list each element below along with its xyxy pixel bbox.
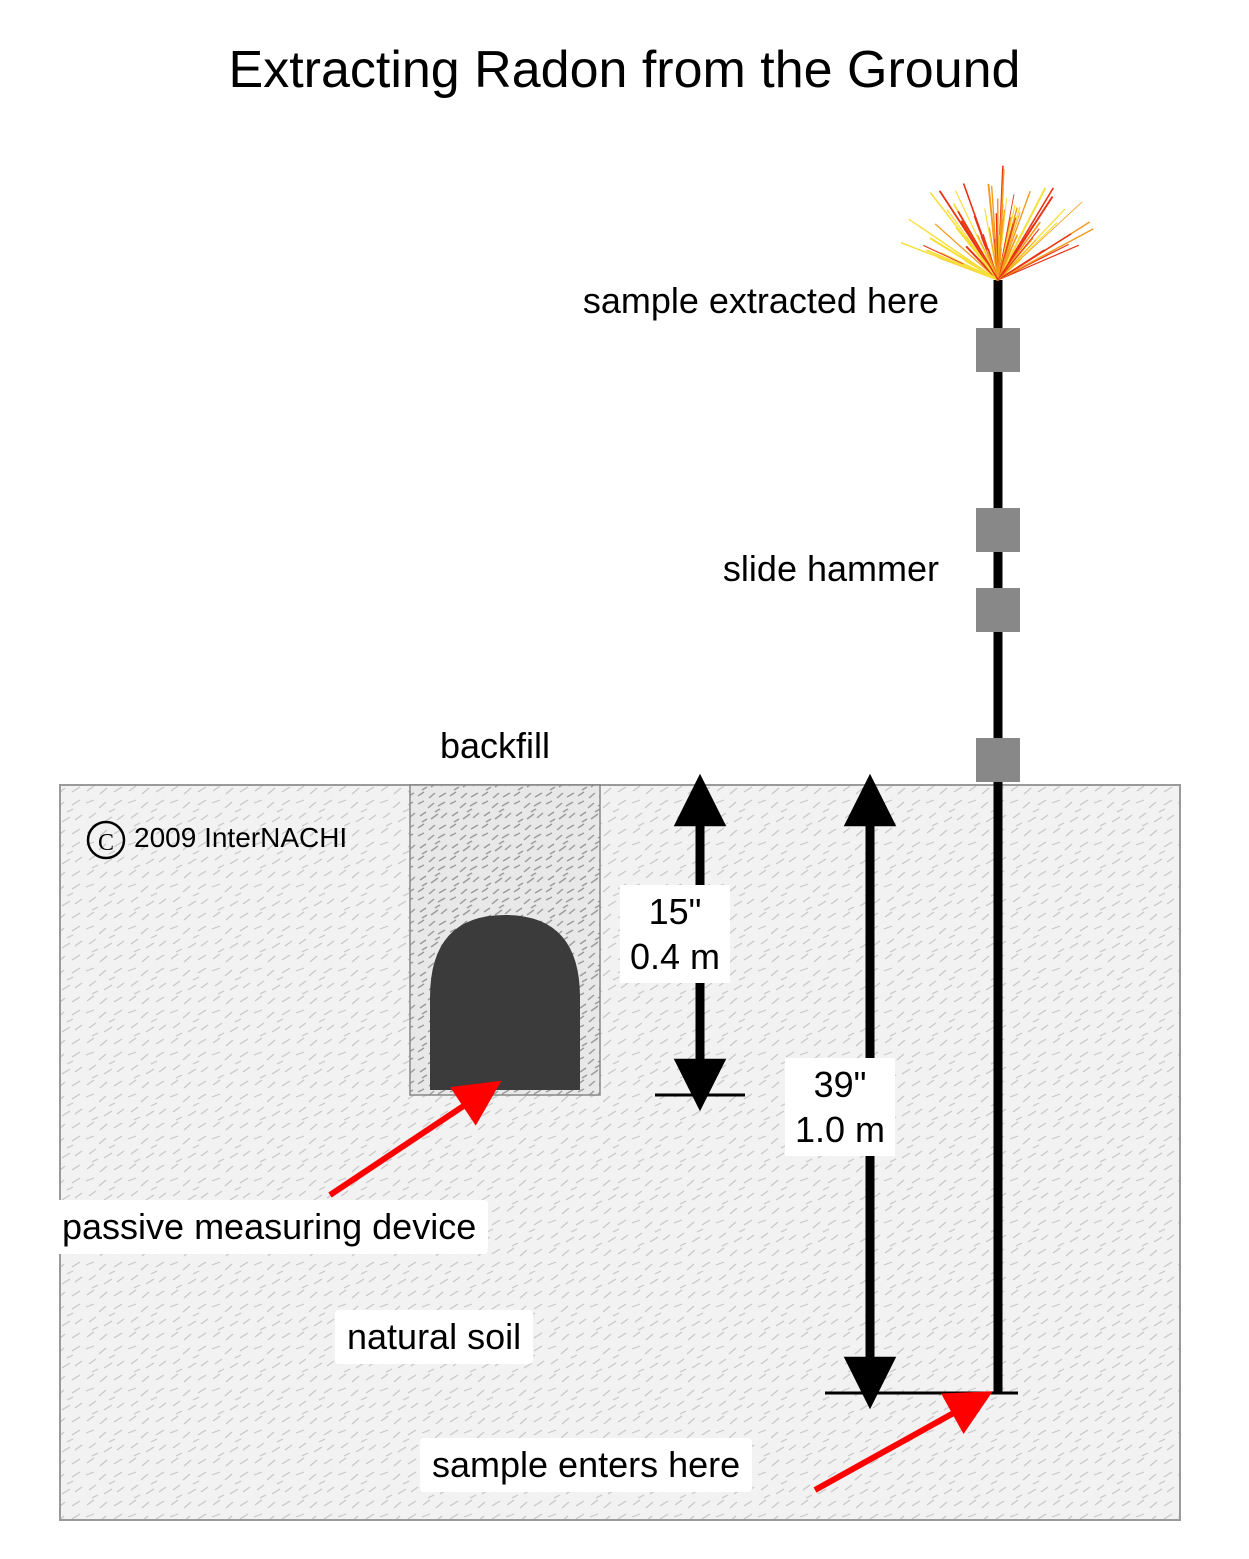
copyright-text: 2009 InterNACHI xyxy=(134,822,347,854)
svg-text:C: C xyxy=(98,830,114,856)
slide-hammer-weight-upper xyxy=(976,508,1020,552)
measurement-probe-inches: 39" xyxy=(814,1064,867,1105)
label-backfill: backfill xyxy=(440,725,550,767)
diagram-title: Extracting Radon from the Ground xyxy=(0,40,1249,100)
slide-hammer-weight-lower xyxy=(976,588,1020,632)
label-sample-extracted: sample extracted here xyxy=(583,280,939,322)
probe-collar-top xyxy=(976,328,1020,372)
label-sample-enters: sample enters here xyxy=(420,1438,752,1492)
measurement-backfill-meters: 0.4 m xyxy=(630,936,720,977)
label-natural-soil: natural soil xyxy=(335,1310,533,1364)
label-slide-hammer: slide hammer xyxy=(723,548,939,590)
passive-measuring-device xyxy=(430,915,580,1090)
measurement-probe-depth: 39" 1.0 m xyxy=(785,1058,895,1156)
label-passive-device: passive measuring device xyxy=(50,1200,488,1254)
radon-emission-icon xyxy=(902,166,1093,280)
probe-collar-ground xyxy=(976,738,1020,782)
measurement-probe-meters: 1.0 m xyxy=(795,1109,885,1150)
diagram-canvas: C xyxy=(0,0,1249,1559)
measurement-backfill-depth: 15" 0.4 m xyxy=(620,885,730,983)
measurement-backfill-inches: 15" xyxy=(649,891,702,932)
